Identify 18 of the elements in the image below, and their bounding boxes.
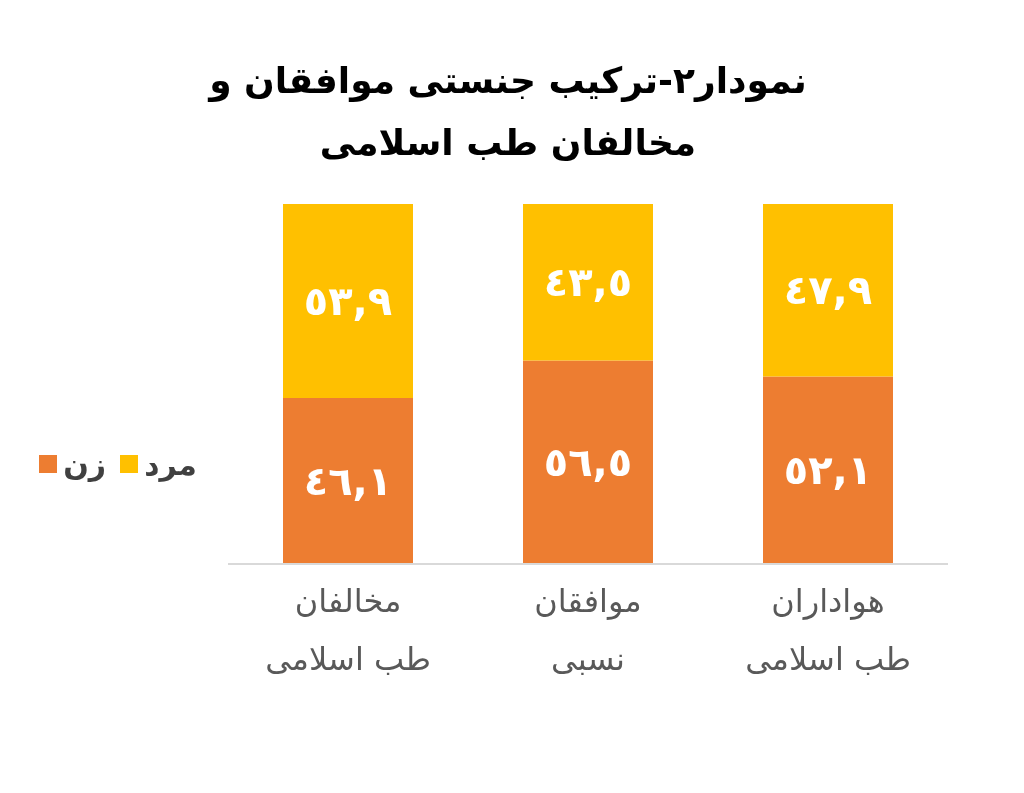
data-label: ٤٧,٩ — [783, 267, 873, 314]
x-tick-label: موافقان نسبی — [534, 582, 642, 678]
bar — [763, 204, 893, 377]
data-label: ٥٦,٥ — [543, 439, 633, 486]
legend-label: مرد — [144, 446, 197, 482]
data-label: ٥٢,١ — [783, 447, 873, 494]
x-tick-label: مخالفان طب اسلامی — [265, 582, 431, 678]
x-tick-label: هواداران طب اسلامی — [745, 582, 911, 678]
data-label: ٥٣,٩ — [303, 278, 393, 325]
data-label: ٤٦,١ — [303, 458, 393, 505]
chart-title: نمودار۲-ترکیب جنستی موافقان و مخالفان طب اسلامی — [206, 59, 808, 165]
legend-label: زن — [63, 446, 107, 482]
bar — [523, 360, 653, 564]
bar — [523, 204, 653, 361]
bar — [283, 204, 413, 399]
bar — [763, 376, 893, 564]
data-label: ٤٣,٥ — [543, 259, 633, 306]
bar — [283, 398, 413, 564]
